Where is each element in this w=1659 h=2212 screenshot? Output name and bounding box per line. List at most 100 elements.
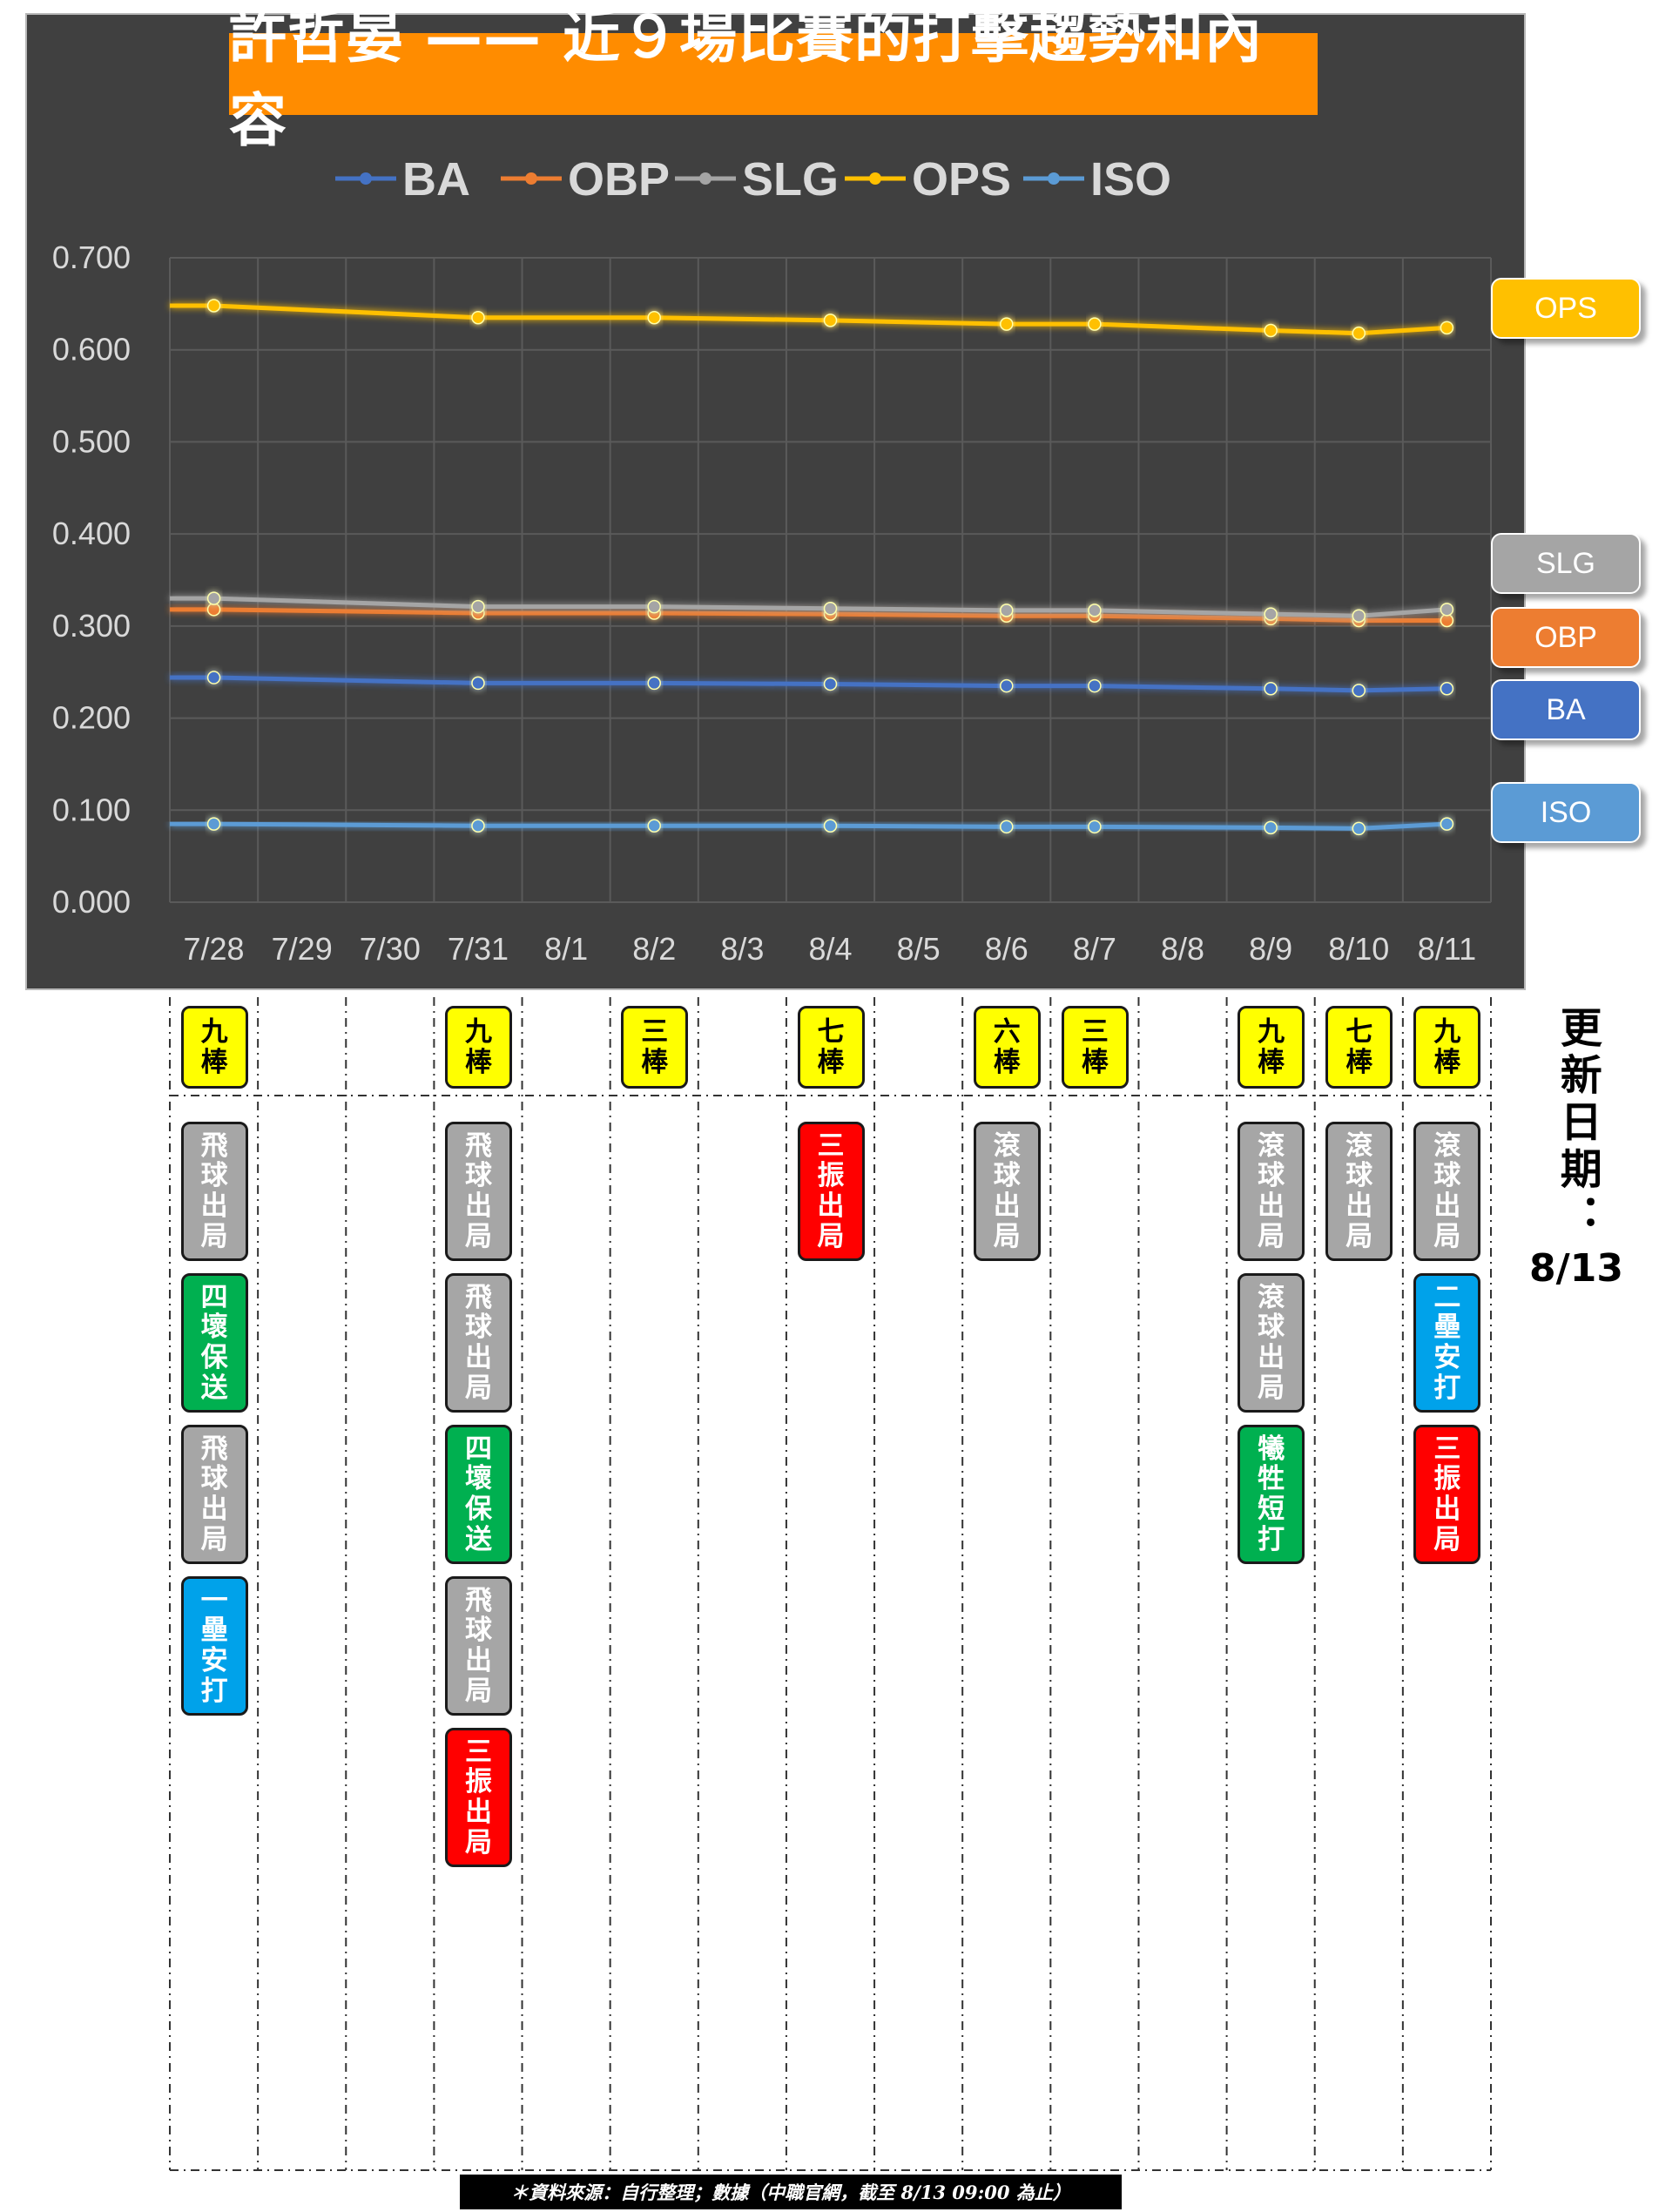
data-point-iso (1088, 819, 1102, 834)
data-point-ba (1352, 684, 1366, 698)
batting-order-tag: 九棒 (444, 1006, 512, 1089)
data-point-ops (1088, 317, 1102, 331)
x-tick-label: 8/6 (985, 931, 1028, 967)
batting-order-tag: 六棒 (973, 1006, 1041, 1089)
legend-label-slg: SLG (742, 153, 839, 206)
data-point-obp (1440, 613, 1454, 628)
data-point-obp (206, 603, 221, 617)
data-point-ba (1000, 678, 1014, 693)
at-bat-result-tag: 三振出局 (1413, 1425, 1481, 1564)
data-point-slg (1352, 609, 1366, 623)
data-point-ba (471, 676, 485, 691)
at-bat-result-tag: 四壞保送 (444, 1425, 512, 1564)
at-bat-result-tag: 滾球出局 (1238, 1122, 1305, 1261)
data-point-slg (1440, 603, 1454, 617)
data-point-ba (1088, 678, 1102, 693)
data-point-ba (823, 677, 838, 691)
x-tick-label: 8/11 (1418, 931, 1476, 967)
y-tick-label: 0.500 (52, 423, 131, 459)
data-point-slg (471, 599, 485, 614)
legend-marker-obp (525, 172, 537, 185)
data-point-iso (823, 819, 838, 833)
x-tick-label: 8/10 (1328, 931, 1389, 967)
data-point-ba (206, 671, 221, 685)
data-point-ba (1440, 681, 1454, 696)
series-line-ops (170, 303, 1447, 336)
update-date: 8/13 (1529, 1246, 1623, 1291)
data-point-ops (1352, 326, 1366, 341)
series-line-slg (170, 596, 1447, 618)
at-bat-result-tag: 滾球出局 (973, 1122, 1041, 1261)
data-point-iso (1440, 817, 1454, 831)
batting-order-tag: 九棒 (1238, 1006, 1305, 1089)
data-point-iso (647, 819, 661, 833)
data-point-slg (1000, 604, 1014, 617)
at-bat-result-tag: 滾球出局 (1238, 1273, 1305, 1413)
data-point-ba (1264, 681, 1278, 696)
y-tick-label: 0.700 (52, 239, 131, 275)
x-tick-label: 7/30 (360, 931, 421, 967)
batting-order-tag: 三棒 (1061, 1006, 1129, 1089)
at-bat-result-tag: 飛球出局 (444, 1576, 512, 1716)
batting-order-tag: 九棒 (1413, 1006, 1481, 1089)
data-point-ba (647, 676, 661, 691)
end-label-ba: BA (1491, 679, 1641, 740)
at-bat-result-tag: 三振出局 (797, 1122, 865, 1261)
at-bat-result-tag: 三振出局 (444, 1728, 512, 1867)
series-line-obp (170, 607, 1447, 624)
data-point-ops (823, 314, 838, 327)
x-tick-label: 7/29 (272, 931, 333, 967)
data-point-ops (1264, 323, 1278, 338)
at-bat-result-tag: 滾球出局 (1413, 1122, 1481, 1261)
legend-label-ops: OPS (912, 153, 1011, 206)
end-label-obp: OBP (1491, 607, 1641, 668)
series-line-ba (170, 675, 1447, 693)
data-point-slg (1264, 607, 1278, 621)
x-tick-label: 8/5 (897, 931, 941, 967)
y-tick-label: 0.400 (52, 516, 131, 551)
x-tick-label: 8/3 (720, 931, 764, 967)
data-point-ops (1440, 320, 1454, 335)
data-point-iso (1352, 821, 1366, 836)
x-tick-label: 8/4 (808, 931, 852, 967)
line-chart: 0.000 0.100 0.200 0.300 0.400 0.500 0.600 0.700… (52, 153, 1492, 967)
at-bat-result-tag: 二壘安打 (1413, 1273, 1481, 1413)
y-tick-label: 0.600 (52, 332, 131, 368)
data-point-iso (1000, 819, 1014, 834)
y-tick-label: 0.200 (52, 700, 131, 736)
update-label: 更新日期： (1552, 1006, 1602, 1241)
data-point-ops (647, 310, 661, 325)
at-bat-result-tag: 滾球出局 (1325, 1122, 1393, 1261)
batting-order-tag: 三棒 (621, 1006, 689, 1089)
batting-order-tag: 七棒 (1325, 1006, 1393, 1089)
at-bat-result-tag: 飛球出局 (180, 1122, 248, 1261)
legend-marker-slg (699, 172, 711, 185)
data-point-ops (1000, 317, 1014, 331)
series-line-iso (170, 821, 1447, 831)
data-point-iso (471, 819, 485, 833)
data-point-ops (471, 310, 485, 325)
legend-label-ba: BA (402, 153, 470, 206)
x-tick-label: 8/1 (544, 931, 588, 967)
source-note: ＊資料來源：自行整理；數據（中職官網，截至 8/13 09:00 為止） (460, 2175, 1122, 2209)
data-point-ops (206, 299, 221, 313)
at-bat-result-tag: 四壞保送 (180, 1273, 248, 1413)
data-point-iso (206, 817, 221, 831)
chart-title: 許哲晏 —— 近９場比賽的打擊趨勢和內容 (229, 3, 1318, 154)
at-bat-result-tag: 飛球出局 (444, 1273, 512, 1413)
legend-marker-ba (360, 172, 372, 185)
legend-marker-ops (869, 172, 881, 185)
x-tick-label: 7/31 (448, 931, 509, 967)
y-tick-label: 0.100 (52, 792, 131, 827)
x-tick-label: 8/7 (1073, 931, 1116, 967)
legend-label-iso: ISO (1090, 153, 1171, 206)
update-date-note: 更新日期： 8/13 (1528, 1006, 1624, 1292)
x-tick-label: 8/2 (632, 931, 676, 967)
data-point-slg (206, 591, 221, 605)
end-label-ops: OPS (1491, 278, 1641, 339)
legend-marker-iso (1048, 172, 1060, 185)
at-bat-result-tag: 犧牲短打 (1238, 1425, 1305, 1564)
end-label-slg: SLG (1491, 533, 1641, 594)
y-tick-label: 0.300 (52, 608, 131, 644)
x-tick-label: 8/9 (1249, 931, 1292, 967)
